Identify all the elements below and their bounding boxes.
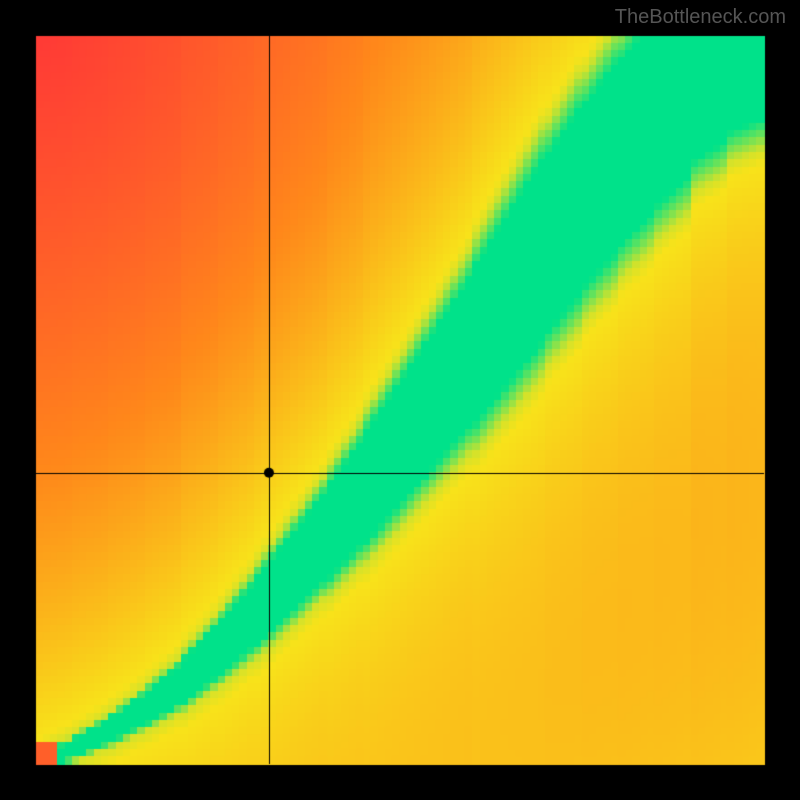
chart-container: TheBottleneck.com bbox=[0, 0, 800, 800]
watermark-text: TheBottleneck.com bbox=[615, 6, 786, 29]
bottleneck-heatmap bbox=[0, 0, 800, 800]
